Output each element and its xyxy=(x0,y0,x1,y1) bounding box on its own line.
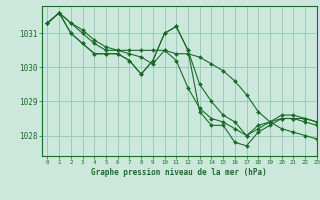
X-axis label: Graphe pression niveau de la mer (hPa): Graphe pression niveau de la mer (hPa) xyxy=(91,168,267,177)
